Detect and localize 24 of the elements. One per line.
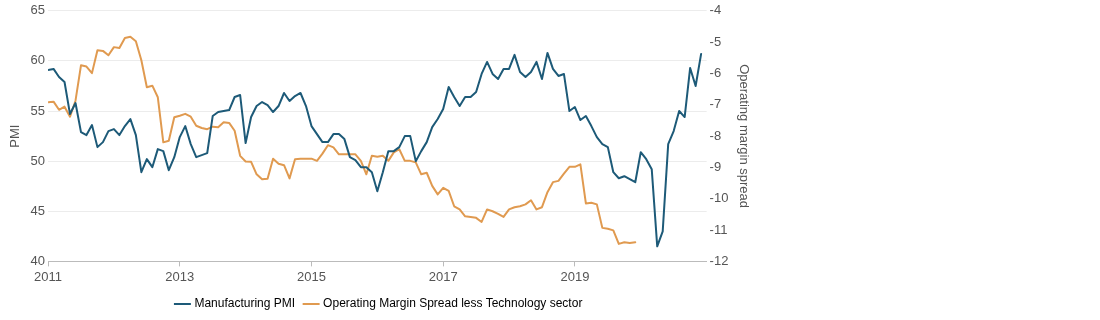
- x-tick-label: 2019: [560, 268, 590, 284]
- y2-tick-label: -6: [709, 65, 722, 81]
- x-tick-label: 2011: [34, 268, 63, 284]
- y-tick-label: 45: [30, 202, 46, 218]
- y2-tick-label: -8: [709, 127, 722, 143]
- y-tick-label: 40: [30, 252, 46, 268]
- y-tick-label: 60: [30, 52, 46, 68]
- y-axis-title: PMI: [7, 124, 23, 148]
- legend-label: Manufacturing PMI: [194, 296, 296, 311]
- x-tick-label: 2015: [297, 268, 326, 284]
- y2-tick-label: -5: [709, 33, 722, 49]
- y-tick-label: 55: [30, 102, 46, 118]
- y2-tick-label: -7: [709, 96, 722, 112]
- y2-tick-label: -10: [709, 190, 729, 206]
- x-tick-label: 2017: [428, 268, 458, 284]
- y2-tick-label: -12: [709, 252, 729, 268]
- y-tick-label: 65: [30, 2, 46, 18]
- y2-tick-label: -4: [709, 2, 722, 18]
- legend-label: Operating Margin Spread less Technology sector: [323, 296, 583, 311]
- y-tick-label: 50: [30, 152, 46, 168]
- y2-tick-label: -9: [709, 159, 722, 174]
- x-tick-label: 2013: [165, 268, 195, 284]
- y2-tick-label: -11: [709, 221, 728, 237]
- y2-axis-title: Operating margin spread: [736, 64, 752, 209]
